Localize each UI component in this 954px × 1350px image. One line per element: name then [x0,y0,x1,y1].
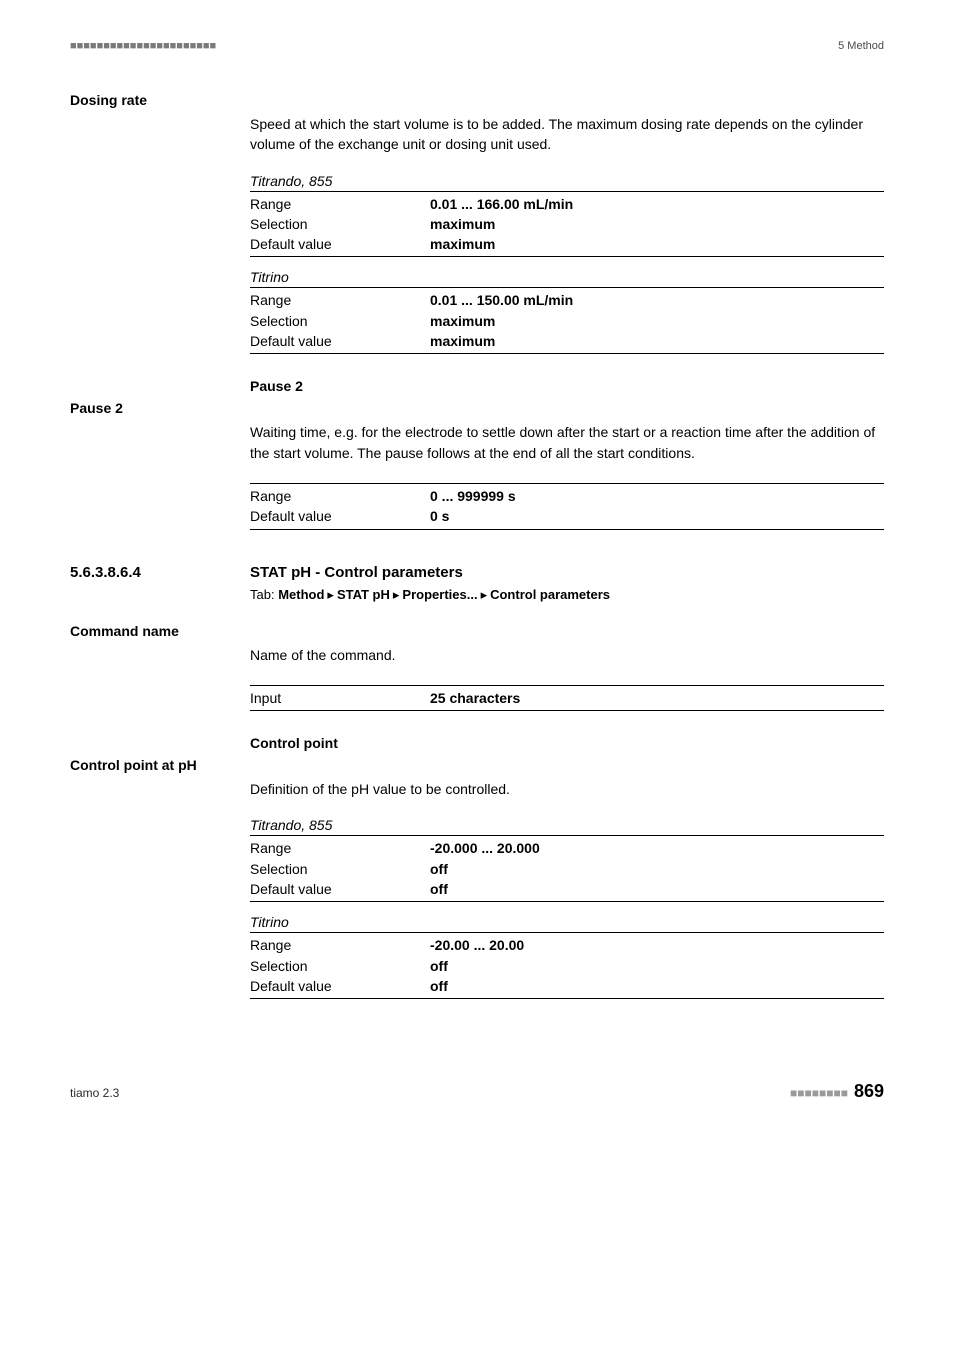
control-point-g2-heading: Titrino [250,914,884,930]
header-right: 5 Method [838,40,884,52]
dosing-rate-g1-heading: Titrando, 855 [250,173,884,189]
default-value: off [430,976,884,996]
control-point-desc-row: Definition of the pH value to be control… [70,775,884,815]
default-label: Default value [250,506,430,526]
divider [250,998,884,999]
footer-left: tiamo 2.3 [70,1086,119,1100]
footer-page-number: 869 [854,1081,884,1101]
pause2-label: Pause 2 [70,400,250,416]
divider [250,529,884,530]
range-label: Range [250,486,430,506]
chevron-right-icon: ▸ [324,587,337,602]
default-value: maximum [430,331,884,351]
pause2-row: Pause 2 [70,400,884,416]
control-point-row: Control point at pH [70,757,884,773]
control-point-g1-heading: Titrando, 855 [250,817,884,833]
command-name-desc-row: Name of the command. [70,641,884,681]
divider [250,483,884,484]
tab-p1: Method [278,587,324,602]
header-left-marks: ■■■■■■■■■■■■■■■■■■■■■■ [70,40,216,52]
range-value: 0.01 ... 150.00 mL/min [430,290,884,310]
dosing-rate-g1: Titrando, 855 Range0.01 ... 166.00 mL/mi… [70,173,884,399]
default-value: 0 s [430,506,884,526]
tab-p2: STAT pH [337,587,390,602]
input-value: 25 characters [430,688,884,708]
control-point-subhead: Control point [250,735,884,751]
default-label: Default value [250,879,430,899]
divider [250,710,884,711]
tab-p3: Properties... [402,587,477,602]
selection-value: maximum [430,214,884,234]
pause2-desc-row: Waiting time, e.g. for the electrode to … [70,418,884,479]
divider [250,191,884,192]
section-number: 5.6.3.8.6.4 [70,564,250,581]
divider [250,287,884,288]
divider [250,353,884,354]
default-label: Default value [250,976,430,996]
command-name-row: Command name [70,623,884,639]
section-heading: 5.6.3.8.6.4 STAT pH - Control parameters [70,564,884,581]
default-label: Default value [250,331,430,351]
range-value: 0.01 ... 166.00 mL/min [430,194,884,214]
dosing-rate-label: Dosing rate [70,92,250,108]
page: ■■■■■■■■■■■■■■■■■■■■■■ 5 Method Dosing r… [0,0,954,1162]
selection-label: Selection [250,311,430,331]
section-tabpath: Tab: Method▸STAT pH▸Properties...▸Contro… [250,587,884,603]
dosing-rate-desc-row: Speed at which the start volume is to be… [70,110,884,171]
divider [250,901,884,902]
tab-label: Tab: [250,587,278,602]
pause2-desc: Waiting time, e.g. for the electrode to … [250,422,884,463]
pause2-subhead: Pause 2 [250,378,884,394]
selection-value: maximum [430,311,884,331]
selection-label: Selection [250,859,430,879]
pause2-table: Range0 ... 999999 s Default value0 s [70,481,884,532]
footer-right: ■■■■■■■■ 869 [790,1081,884,1102]
default-value: off [430,879,884,899]
chevron-right-icon: ▸ [390,587,403,602]
divider [250,932,884,933]
range-label: Range [250,935,430,955]
default-label: Default value [250,234,430,254]
selection-label: Selection [250,956,430,976]
control-point-label: Control point at pH [70,757,250,773]
dosing-rate-g2-heading: Titrino [250,269,884,285]
control-point-g1: Titrando, 855 Range-20.000 ... 20.000 Se… [70,817,884,1001]
range-label: Range [250,838,430,858]
range-label: Range [250,290,430,310]
range-value: 0 ... 999999 s [430,486,884,506]
tab-p4: Control parameters [490,587,610,602]
control-point-desc: Definition of the pH value to be control… [250,779,884,799]
divider [250,256,884,257]
dosing-rate-row: Dosing rate [70,92,884,108]
selection-value: off [430,859,884,879]
range-label: Range [250,194,430,214]
footer-dots: ■■■■■■■■ [790,1086,848,1100]
command-name-label: Command name [70,623,250,639]
input-label: Input [250,688,430,708]
command-name-desc: Name of the command. [250,645,884,665]
dosing-rate-desc: Speed at which the start volume is to be… [250,114,884,155]
command-name-table: Input25 characters Control point [70,683,884,755]
default-value: maximum [430,234,884,254]
divider [250,835,884,836]
dosing-rate-body [250,92,884,108]
range-value: -20.00 ... 20.00 [430,935,884,955]
header-bar: ■■■■■■■■■■■■■■■■■■■■■■ 5 Method [70,40,884,52]
selection-label: Selection [250,214,430,234]
selection-value: off [430,956,884,976]
range-value: -20.000 ... 20.000 [430,838,884,858]
footer: tiamo 2.3 ■■■■■■■■ 869 [70,1081,884,1102]
section-title: STAT pH - Control parameters [250,564,463,581]
chevron-right-icon: ▸ [478,587,491,602]
divider [250,685,884,686]
